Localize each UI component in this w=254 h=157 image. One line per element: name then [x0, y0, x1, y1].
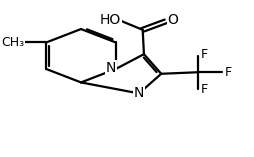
Text: F: F	[200, 83, 207, 96]
Text: F: F	[200, 49, 207, 61]
Text: O: O	[167, 13, 178, 27]
Text: N: N	[133, 86, 144, 100]
Text: HO: HO	[100, 13, 121, 27]
Text: CH₃: CH₃	[1, 36, 24, 49]
Text: N: N	[105, 60, 116, 75]
Text: F: F	[224, 66, 231, 79]
